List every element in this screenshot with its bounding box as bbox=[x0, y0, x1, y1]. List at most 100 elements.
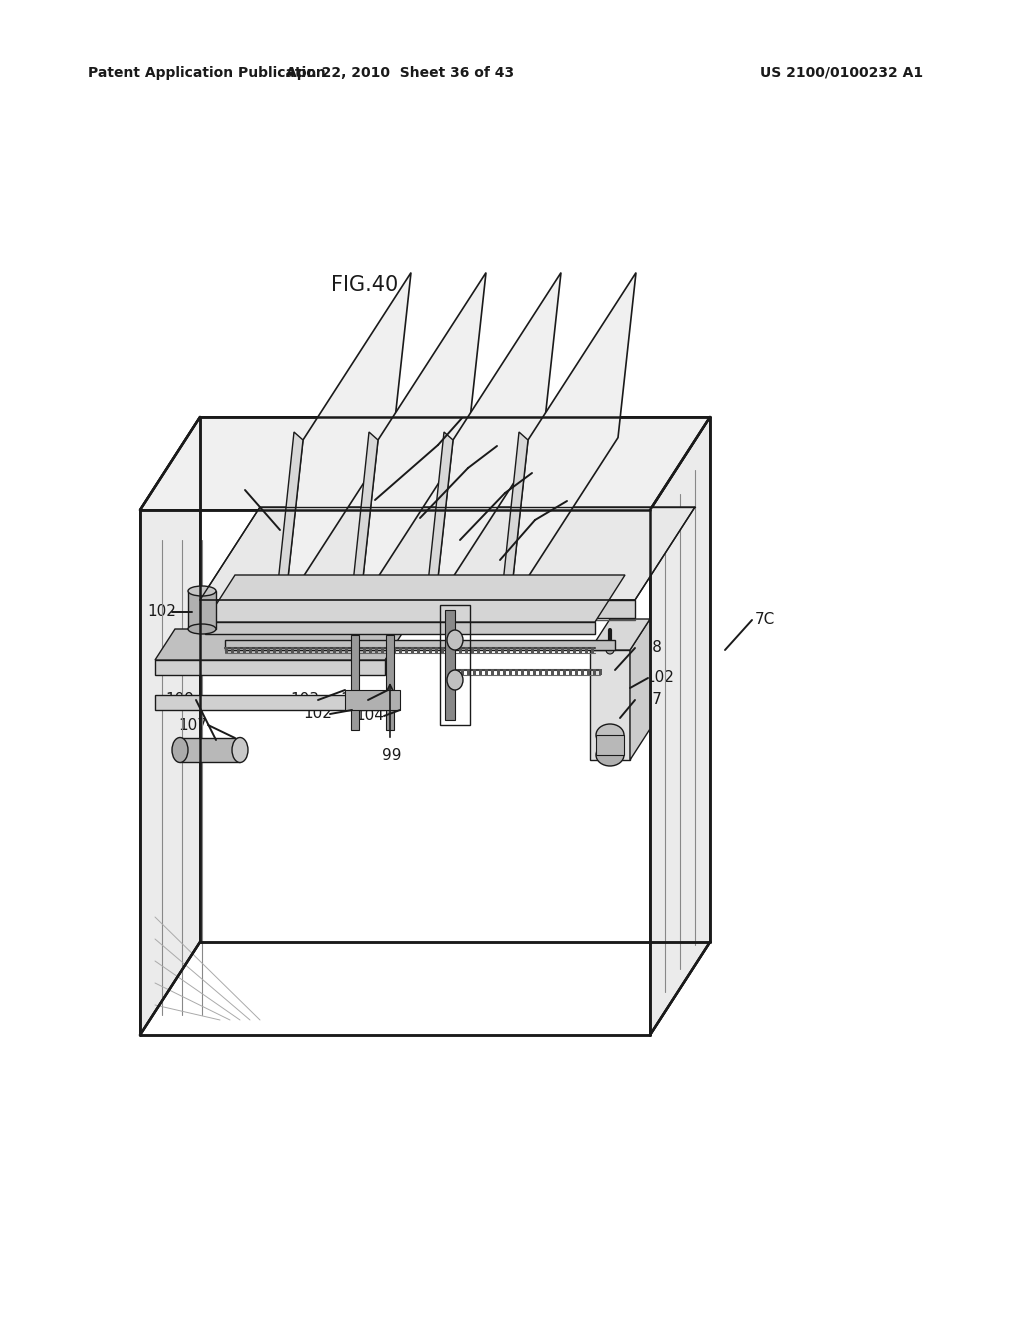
Bar bbox=[279, 647, 282, 653]
Polygon shape bbox=[180, 738, 240, 762]
Bar bbox=[461, 669, 464, 675]
Text: 101: 101 bbox=[464, 408, 493, 422]
Bar bbox=[261, 647, 264, 653]
Bar bbox=[515, 669, 518, 675]
Polygon shape bbox=[596, 735, 624, 755]
Bar bbox=[519, 647, 522, 653]
Bar bbox=[453, 647, 456, 653]
Bar bbox=[369, 647, 372, 653]
Ellipse shape bbox=[596, 744, 624, 766]
Bar bbox=[555, 647, 558, 653]
Text: 109: 109 bbox=[166, 693, 195, 708]
Bar bbox=[573, 647, 575, 653]
Polygon shape bbox=[445, 610, 455, 719]
Bar bbox=[387, 647, 390, 653]
Bar bbox=[473, 669, 476, 675]
Polygon shape bbox=[276, 432, 303, 605]
Bar bbox=[549, 647, 552, 653]
Polygon shape bbox=[590, 619, 650, 649]
Bar bbox=[303, 647, 306, 653]
Bar bbox=[477, 647, 480, 653]
Bar bbox=[321, 647, 324, 653]
Polygon shape bbox=[501, 432, 528, 605]
Polygon shape bbox=[140, 417, 710, 510]
Bar bbox=[483, 647, 486, 653]
Bar bbox=[561, 647, 564, 653]
Bar bbox=[503, 669, 506, 675]
Bar bbox=[333, 647, 336, 653]
Bar bbox=[581, 669, 584, 675]
Polygon shape bbox=[345, 690, 400, 710]
Bar bbox=[381, 647, 384, 653]
Bar bbox=[527, 669, 530, 675]
Bar bbox=[531, 647, 534, 653]
Bar bbox=[495, 647, 498, 653]
Bar bbox=[237, 647, 240, 653]
Bar bbox=[459, 647, 462, 653]
Text: 107: 107 bbox=[634, 693, 663, 708]
Ellipse shape bbox=[188, 624, 216, 634]
Polygon shape bbox=[140, 417, 200, 1035]
Polygon shape bbox=[650, 417, 710, 1035]
Ellipse shape bbox=[447, 630, 463, 649]
Bar bbox=[291, 647, 294, 653]
Bar bbox=[297, 647, 300, 653]
Text: US 2100/0100232 A1: US 2100/0100232 A1 bbox=[760, 66, 923, 81]
Bar bbox=[375, 647, 378, 653]
Ellipse shape bbox=[606, 645, 614, 653]
Text: 106: 106 bbox=[213, 483, 243, 498]
Text: 107: 107 bbox=[178, 718, 208, 733]
Ellipse shape bbox=[596, 723, 624, 746]
Bar bbox=[593, 669, 596, 675]
Bar bbox=[393, 647, 396, 653]
Polygon shape bbox=[285, 273, 411, 605]
Bar bbox=[525, 647, 528, 653]
Bar bbox=[465, 647, 468, 653]
Bar bbox=[599, 669, 602, 675]
Bar bbox=[249, 647, 252, 653]
Ellipse shape bbox=[447, 671, 463, 690]
Bar bbox=[285, 647, 288, 653]
Polygon shape bbox=[351, 635, 359, 730]
Bar bbox=[406, 647, 408, 653]
Polygon shape bbox=[351, 432, 378, 605]
Polygon shape bbox=[360, 273, 486, 605]
Bar bbox=[225, 647, 228, 653]
Bar bbox=[557, 669, 560, 675]
Polygon shape bbox=[188, 591, 216, 630]
Polygon shape bbox=[630, 619, 650, 760]
Bar bbox=[273, 647, 276, 653]
Polygon shape bbox=[200, 417, 710, 942]
Polygon shape bbox=[590, 649, 630, 760]
Bar bbox=[585, 647, 588, 653]
Bar bbox=[521, 669, 524, 675]
Bar bbox=[467, 669, 470, 675]
Bar bbox=[501, 647, 504, 653]
Polygon shape bbox=[140, 510, 650, 1035]
Ellipse shape bbox=[232, 738, 248, 763]
Text: 101: 101 bbox=[534, 462, 562, 478]
Bar bbox=[509, 669, 512, 675]
Text: 7C: 7C bbox=[755, 612, 775, 627]
Polygon shape bbox=[205, 622, 595, 634]
Bar bbox=[543, 647, 546, 653]
Ellipse shape bbox=[172, 738, 188, 763]
Text: 102: 102 bbox=[303, 706, 333, 722]
Bar bbox=[399, 647, 402, 653]
Bar bbox=[513, 647, 516, 653]
Bar bbox=[417, 647, 420, 653]
Bar bbox=[569, 669, 572, 675]
Bar bbox=[243, 647, 246, 653]
Polygon shape bbox=[386, 635, 394, 730]
Polygon shape bbox=[155, 660, 385, 675]
Text: 101: 101 bbox=[499, 436, 527, 450]
Text: Apr. 22, 2010  Sheet 36 of 43: Apr. 22, 2010 Sheet 36 of 43 bbox=[286, 66, 514, 81]
Bar bbox=[362, 647, 366, 653]
Bar bbox=[545, 669, 548, 675]
Polygon shape bbox=[435, 273, 561, 605]
Bar bbox=[497, 669, 500, 675]
Text: 108: 108 bbox=[634, 640, 663, 656]
Polygon shape bbox=[140, 942, 710, 1035]
Bar bbox=[309, 647, 312, 653]
Polygon shape bbox=[155, 630, 406, 660]
